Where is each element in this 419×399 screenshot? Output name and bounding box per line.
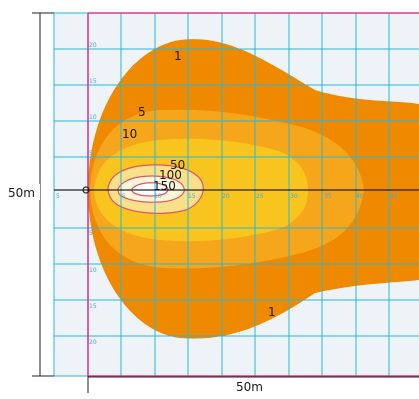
tick-axis-1: 5 [56,193,60,200]
isolux-label-1-bottom: 1 [268,305,276,319]
tick-axis-3: 10 [154,193,162,200]
tick-axis-10: 45 [390,193,398,200]
tick-left-7: 15 [89,303,97,310]
isolux-label-50: 50 [170,158,185,172]
tick-left-1: 20 [89,42,97,49]
tick-axis-9: 40 [356,193,364,200]
tick-left-4: 5 [89,150,93,157]
tick-left-2: 15 [89,78,97,85]
isolux-label-5: 5 [138,105,146,119]
height-label-bg [6,184,40,200]
luminaire-origin-marker [82,186,90,194]
tick-axis-7: 30 [290,193,298,200]
tick-axis-8: 35 [324,193,332,200]
tick-left-6: 10 [89,267,97,274]
height-dimension-label: 50m [8,186,35,200]
tick-axis-2: 5 [122,193,126,200]
tick-left-5: 5 [89,230,93,237]
isolux-label-150: 150 [153,179,176,193]
tick-axis-6: 25 [256,193,264,200]
tick-left-8: 20 [89,339,97,346]
width-dimension-label: 50m [236,380,263,394]
isolux-label-100: 100 [159,168,182,182]
isolux-label-10: 10 [122,127,137,141]
isolux-label-1-top: 1 [174,49,182,63]
tick-left-3: 10 [89,114,97,121]
tick-axis-5: 20 [222,193,230,200]
tick-axis-4: 15 [188,193,196,200]
